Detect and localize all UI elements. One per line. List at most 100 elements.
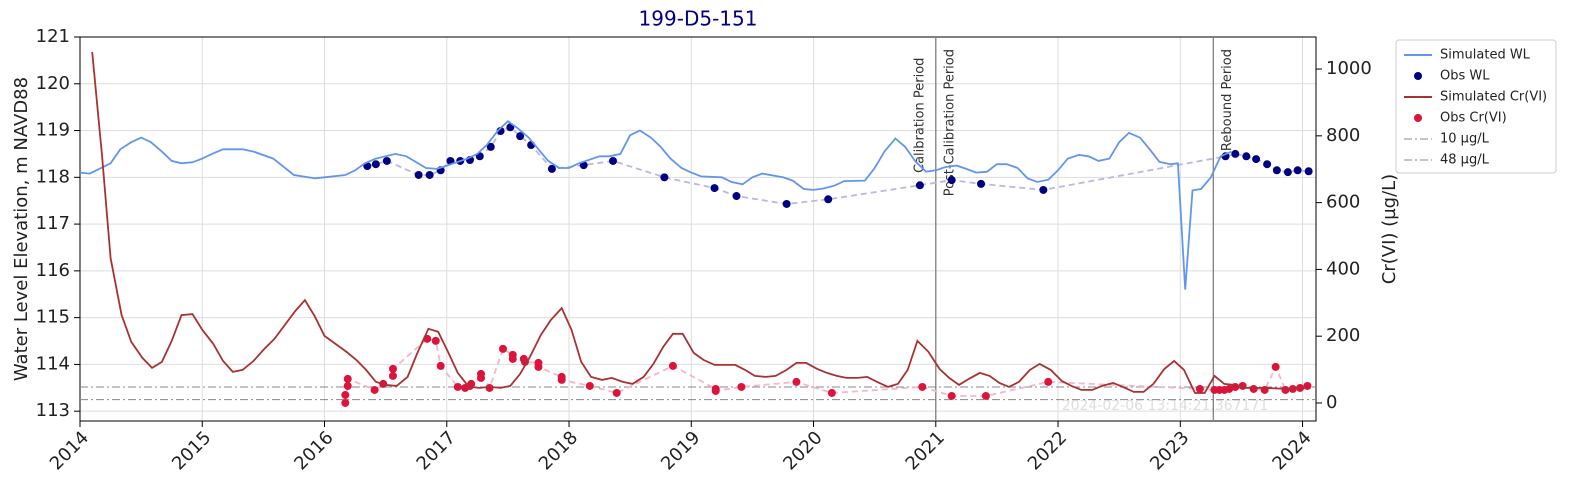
period-label: Post-Calibration Period (942, 49, 957, 196)
data-point (521, 357, 530, 366)
y-tick-label: 117 (36, 213, 70, 234)
data-point (508, 354, 517, 363)
data-point (1231, 149, 1240, 158)
x-tick-label: 2015 (168, 427, 215, 474)
plot-frame (79, 36, 1317, 422)
data-point (534, 362, 543, 371)
data-point (668, 361, 677, 370)
y-tick-label: 115 (36, 307, 70, 328)
y2-tick-label: 200 (1326, 325, 1360, 346)
data-point (981, 391, 990, 400)
y-axis-label: Water Level Elevation, m NAVD88 (11, 77, 32, 381)
x-tick-label: 2019 (657, 427, 704, 474)
y-tick-label: 114 (36, 353, 70, 374)
data-point (824, 195, 833, 204)
data-point (711, 386, 720, 395)
y-tick-label: 121 (36, 26, 70, 47)
data-point (1242, 152, 1251, 161)
y-tick-label: 116 (36, 260, 70, 281)
x-tick-label: 2016 (290, 427, 337, 474)
legend-label: Simulated WL (1440, 48, 1531, 63)
data-point (732, 192, 741, 201)
series-line (91, 51, 1306, 394)
x-tick-label: 2023 (1146, 427, 1193, 474)
y2-tick-label: 800 (1326, 125, 1360, 146)
data-point (371, 160, 380, 169)
legend-swatch (1414, 114, 1422, 122)
data-point (343, 381, 352, 390)
data-point (1252, 155, 1261, 164)
data-point (660, 173, 669, 182)
data-point (1039, 185, 1048, 194)
data-point (476, 369, 485, 378)
data-point (609, 156, 618, 165)
x-tick-label: 2020 (779, 427, 826, 474)
data-point (1293, 166, 1302, 175)
x-tick-label: 2017 (413, 427, 460, 474)
x-tick-label: 2021 (902, 427, 949, 474)
data-point (1283, 168, 1292, 177)
data-point (370, 385, 379, 394)
data-point (737, 382, 746, 391)
y-tick-label: 113 (36, 400, 70, 421)
data-point (947, 391, 956, 400)
data-point (915, 181, 924, 190)
data-point (431, 336, 440, 345)
legend-label: Obs Cr(VI) (1440, 111, 1507, 126)
legend-label: Simulated Cr(VI) (1440, 90, 1547, 105)
y-tick-label: 120 (36, 73, 70, 94)
data-point (499, 344, 508, 353)
data-point (977, 179, 986, 188)
x-tick-label: 2024 (1268, 427, 1315, 474)
series-connector (367, 126, 1309, 205)
data-point (382, 156, 391, 165)
data-point (547, 164, 556, 173)
legend-swatch (1414, 72, 1422, 80)
data-point (343, 374, 352, 383)
x-tick-label: 2014 (46, 427, 93, 474)
data-point (1044, 377, 1053, 386)
data-point (1225, 384, 1234, 393)
y-tick-label: 119 (36, 120, 70, 141)
data-point (467, 379, 476, 388)
data-point (792, 377, 801, 386)
data-point (1271, 362, 1280, 371)
chart-title: 199-D5-151 (639, 7, 758, 31)
x-tick-label: 2018 (535, 427, 582, 474)
data-point (388, 371, 397, 380)
y2-tick-label: 600 (1326, 192, 1360, 213)
data-point (1263, 160, 1272, 169)
data-point (414, 170, 423, 179)
period-label: Calibration Period (912, 58, 927, 173)
data-point (516, 132, 525, 141)
y2-tick-label: 0 (1326, 392, 1337, 413)
data-point (341, 390, 350, 399)
data-point (1249, 384, 1258, 393)
legend-label: 48 µg/L (1440, 153, 1490, 168)
y2-tick-label: 400 (1326, 258, 1360, 279)
data-point (782, 199, 791, 208)
data-point (1303, 381, 1312, 390)
data-point (1195, 384, 1204, 393)
period-label: Rebound Period (1220, 49, 1235, 151)
y2-tick-label: 1000 (1326, 58, 1372, 79)
y-tick-label: 118 (36, 166, 70, 187)
data-point (388, 364, 397, 373)
data-point (612, 388, 621, 397)
data-point (557, 375, 566, 384)
x-tick-label: 2022 (1024, 427, 1071, 474)
data-point (947, 176, 956, 185)
data-point (827, 388, 836, 397)
legend-label: 10 µg/L (1440, 132, 1490, 147)
data-point (486, 142, 495, 151)
y2-axis-label: Cr(VI) (µg/L) (1379, 174, 1400, 284)
series-line (79, 120, 1232, 290)
legend-label: Obs WL (1440, 69, 1490, 84)
data-point (1281, 385, 1290, 394)
data-point (918, 382, 927, 391)
data-point (485, 383, 494, 392)
data-point (436, 361, 445, 370)
data-point (425, 170, 434, 179)
data-point (453, 382, 462, 391)
